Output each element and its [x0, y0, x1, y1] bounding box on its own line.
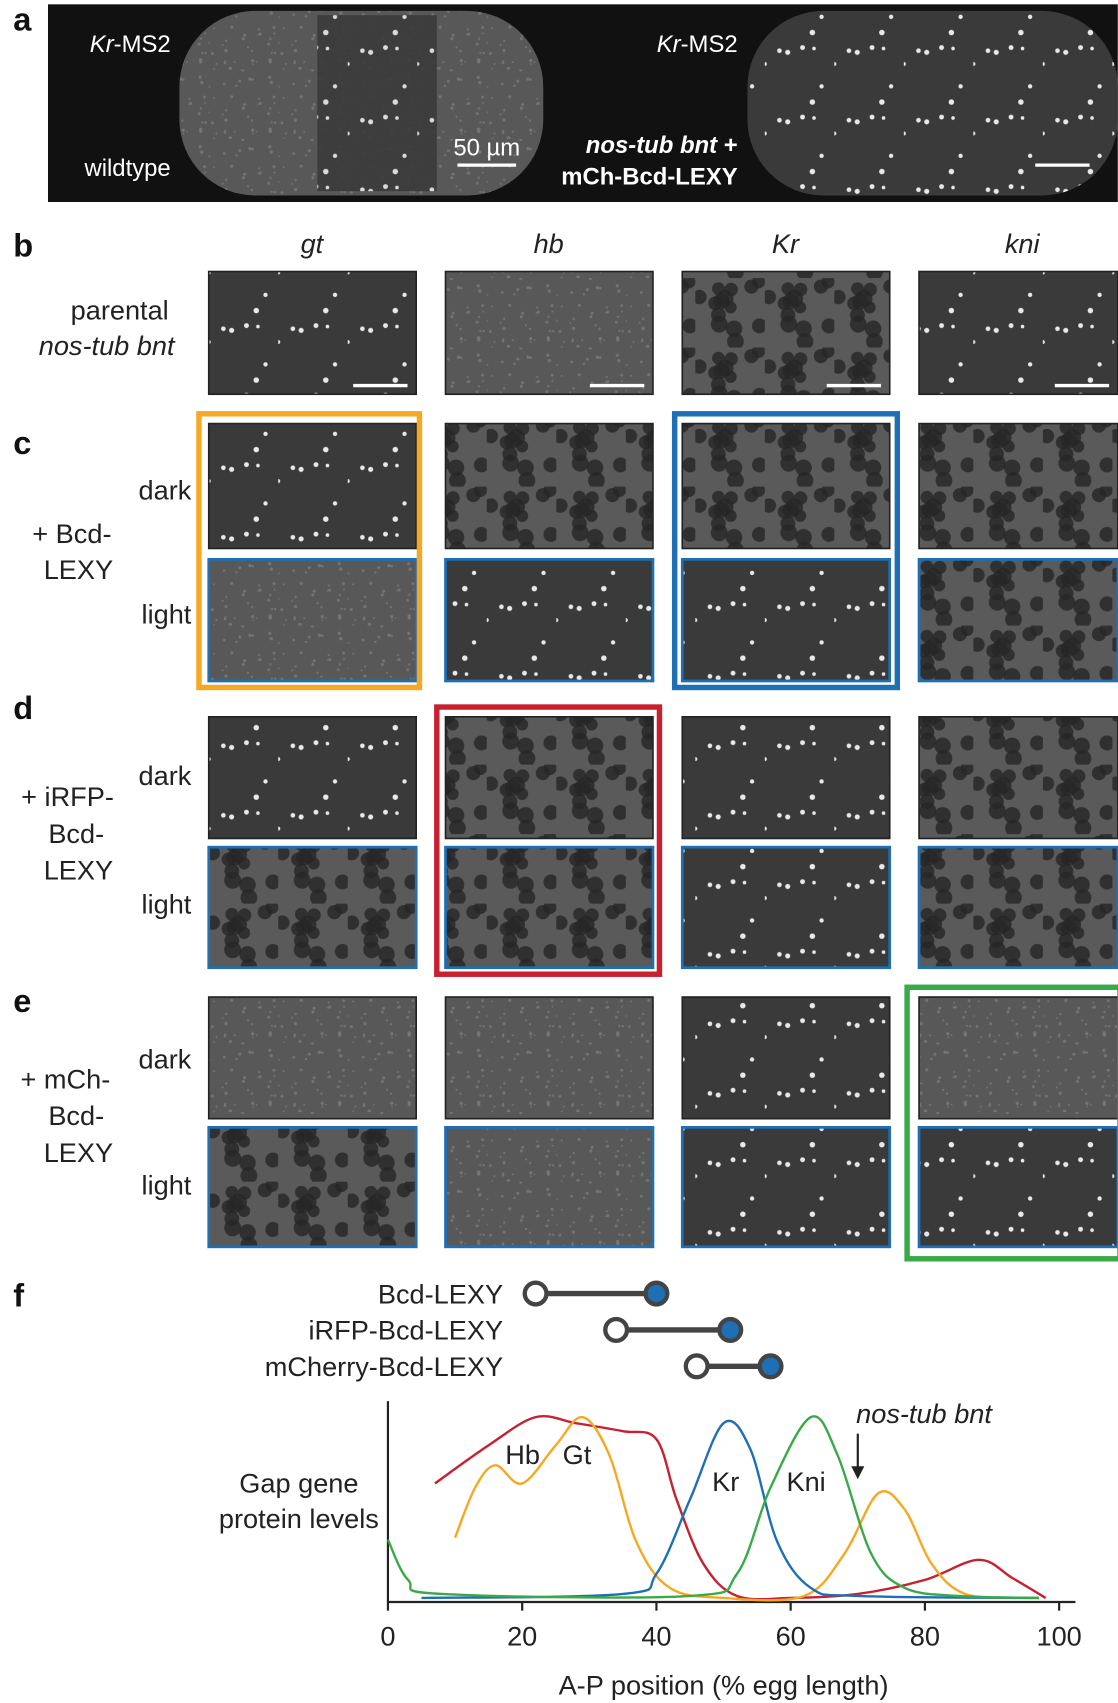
condition-label: dark — [139, 1044, 192, 1075]
row-label: Bcd- — [48, 1100, 104, 1131]
dark-position — [525, 1283, 547, 1305]
x-axis-label: A-P position (% egg length) — [559, 1669, 889, 1700]
panel-letter: a — [13, 1, 32, 37]
genotype: wildtype — [83, 155, 170, 182]
kr-stripe — [317, 15, 436, 191]
scale-label: 50 µm — [453, 134, 520, 161]
y-axis-label: protein levels — [219, 1503, 379, 1534]
row-label: parental — [71, 294, 169, 325]
panel-letter: c — [13, 425, 31, 461]
microscopy-image — [446, 424, 653, 549]
reporter: -MS2 — [114, 31, 171, 58]
image-label: Kr-MS2 — [90, 31, 171, 58]
dark-position — [686, 1355, 708, 1377]
x-tick-label: 40 — [641, 1620, 671, 1651]
gene-name: Kr — [90, 31, 115, 58]
genotype-name: nos-tub bnt — [586, 132, 718, 159]
light-position — [646, 1283, 668, 1305]
dark-position — [605, 1319, 627, 1341]
microscopy-image — [682, 559, 889, 681]
microscopy-image — [919, 717, 1118, 839]
microscopy-image — [446, 717, 653, 839]
curve-label: Gt — [563, 1439, 592, 1470]
microscopy-image — [446, 997, 653, 1119]
condition-label: light — [142, 598, 192, 629]
condition-label: light — [142, 1170, 192, 1201]
light-position — [719, 1319, 741, 1341]
microscopy-image — [209, 997, 416, 1119]
gene-name: Kr — [657, 31, 682, 58]
reporter: -MS2 — [681, 31, 738, 58]
x-tick-label: 0 — [380, 1620, 395, 1651]
genotype: nos-tub bnt + — [586, 132, 738, 159]
embryo-image — [747, 11, 1117, 196]
microscopy-image — [682, 272, 889, 395]
construct: mCh-Bcd-LEXY — [561, 164, 737, 191]
row-label: + mCh- — [21, 1063, 111, 1094]
microscopy-image — [446, 847, 653, 968]
construct-label: iRFP-Bcd-LEXY — [309, 1315, 504, 1346]
microscopy-image — [919, 997, 1118, 1119]
row-label: Bcd- — [48, 818, 104, 849]
condition-label: dark — [139, 475, 192, 506]
microscopy-image — [682, 424, 889, 549]
construct-label: Bcd-LEXY — [378, 1278, 503, 1309]
microscopy-image — [682, 997, 889, 1119]
annotation: nos-tub bnt — [856, 1398, 993, 1429]
light-position — [760, 1355, 782, 1377]
x-tick-label: 20 — [507, 1620, 537, 1651]
curve-label: Kr — [712, 1466, 739, 1497]
condition-label: light — [142, 888, 192, 919]
curve-label: Hb — [505, 1439, 540, 1470]
chart: Bcd-LEXY iRFP-Bcd-LEXY mCherry-Bcd-LEXY 0 20… — [219, 1278, 1082, 1700]
construct-label: mCherry-Bcd-LEXY — [265, 1351, 503, 1382]
microscopy-image — [682, 847, 889, 968]
row-label: LEXY — [44, 855, 113, 886]
panel-letter: d — [13, 690, 33, 726]
microscopy-image — [919, 559, 1118, 681]
gene-header: gt — [301, 228, 325, 259]
arrow-head — [851, 1466, 864, 1479]
row-label: LEXY — [44, 554, 113, 585]
y-axis-label: Gap gene — [239, 1467, 358, 1498]
microscopy-image — [682, 717, 889, 839]
microscopy-image — [682, 1127, 889, 1246]
panel-letter: b — [13, 227, 33, 263]
panel-letter: f — [13, 1278, 24, 1314]
row-label: + Bcd- — [32, 518, 111, 549]
curve-label: Kni — [786, 1466, 825, 1497]
image-grid: gt hb Kr kni b parental nos-tub bnt c + Bcd- LEXY… — [13, 227, 1118, 1247]
panel-letter: e — [13, 983, 31, 1019]
x-tick-label: 80 — [910, 1620, 940, 1651]
microscopy-image — [919, 272, 1118, 395]
microscopy-image — [209, 1127, 416, 1246]
protein-curve — [388, 1416, 1039, 1598]
x-tick-label: 60 — [776, 1620, 806, 1651]
figure: a Kr-MS2 wildtype 50 µm Kr-MS2 nos-tub b… — [0, 0, 1118, 1703]
microscopy-image — [209, 424, 416, 549]
x-tick-label: 100 — [1036, 1620, 1081, 1651]
row-label: LEXY — [44, 1137, 113, 1168]
microscopy-image — [919, 424, 1118, 549]
image-label: Kr-MS2 — [657, 31, 738, 58]
microscopy-image — [209, 272, 416, 395]
microscopy-image — [919, 847, 1118, 968]
page: { "panel_a": {"letter": "a", "left": {"g… — [0, 0, 1118, 1703]
microscopy-image — [446, 1127, 653, 1246]
condition-label: dark — [139, 760, 192, 791]
row-label: + iRFP- — [21, 781, 114, 812]
microscopy-image — [209, 717, 416, 839]
row-label: nos-tub bnt — [39, 330, 176, 361]
gene-header: Kr — [772, 228, 800, 259]
plus: + — [717, 132, 738, 159]
microscopy-image — [446, 272, 653, 395]
microscopy-image — [209, 559, 416, 681]
protein-curve — [455, 1417, 1026, 1600]
microscopy-image — [919, 1127, 1118, 1246]
gene-header: kni — [1005, 228, 1041, 259]
microscopy-image — [446, 559, 653, 681]
gene-header: hb — [534, 228, 564, 259]
microscopy-image — [209, 847, 416, 968]
